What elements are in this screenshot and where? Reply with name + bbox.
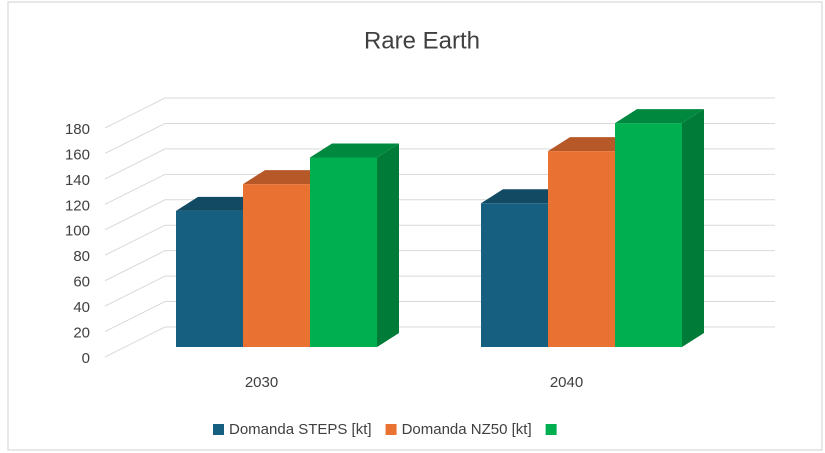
bar-side	[377, 143, 399, 347]
bar-side	[682, 109, 704, 347]
y-tick-label: 0	[82, 350, 90, 367]
bar-top	[548, 137, 637, 152]
y-tick-label: 160	[65, 146, 90, 163]
bar	[310, 143, 399, 347]
bar-top	[243, 170, 332, 185]
bar-top	[615, 109, 704, 124]
x-tick-label: 2030	[245, 374, 278, 391]
legend-swatch	[385, 424, 397, 435]
grid-line	[104, 97, 775, 129]
y-tick-label: 40	[73, 299, 90, 316]
x-tick-label: 2040	[550, 374, 583, 391]
legend-label: Domanda STEPS [kt]	[229, 421, 372, 438]
y-tick-label: 20	[73, 325, 90, 342]
y-tick-label: 100	[65, 223, 90, 240]
y-tick-label: 180	[65, 121, 90, 138]
chart-title: Rare Earth	[364, 27, 480, 54]
bar	[615, 109, 704, 347]
bar-front	[548, 151, 615, 347]
bar-front	[176, 210, 243, 347]
legend-swatch	[213, 424, 224, 435]
bar-front	[615, 123, 682, 347]
y-tick-label: 120	[65, 197, 90, 214]
bar-top	[481, 189, 570, 204]
y-tick-label: 60	[73, 274, 90, 291]
bar-top	[310, 143, 399, 158]
bar-top	[176, 196, 265, 211]
y-tick-label: 140	[65, 172, 90, 189]
bar-front	[481, 203, 548, 347]
y-tick-label: 80	[73, 248, 90, 265]
bar-front	[310, 157, 377, 347]
legend-swatch	[545, 424, 557, 435]
bar-front	[243, 184, 310, 347]
legend-label: Domanda NZ50 [kt]	[402, 421, 532, 438]
grid-line	[104, 122, 775, 154]
